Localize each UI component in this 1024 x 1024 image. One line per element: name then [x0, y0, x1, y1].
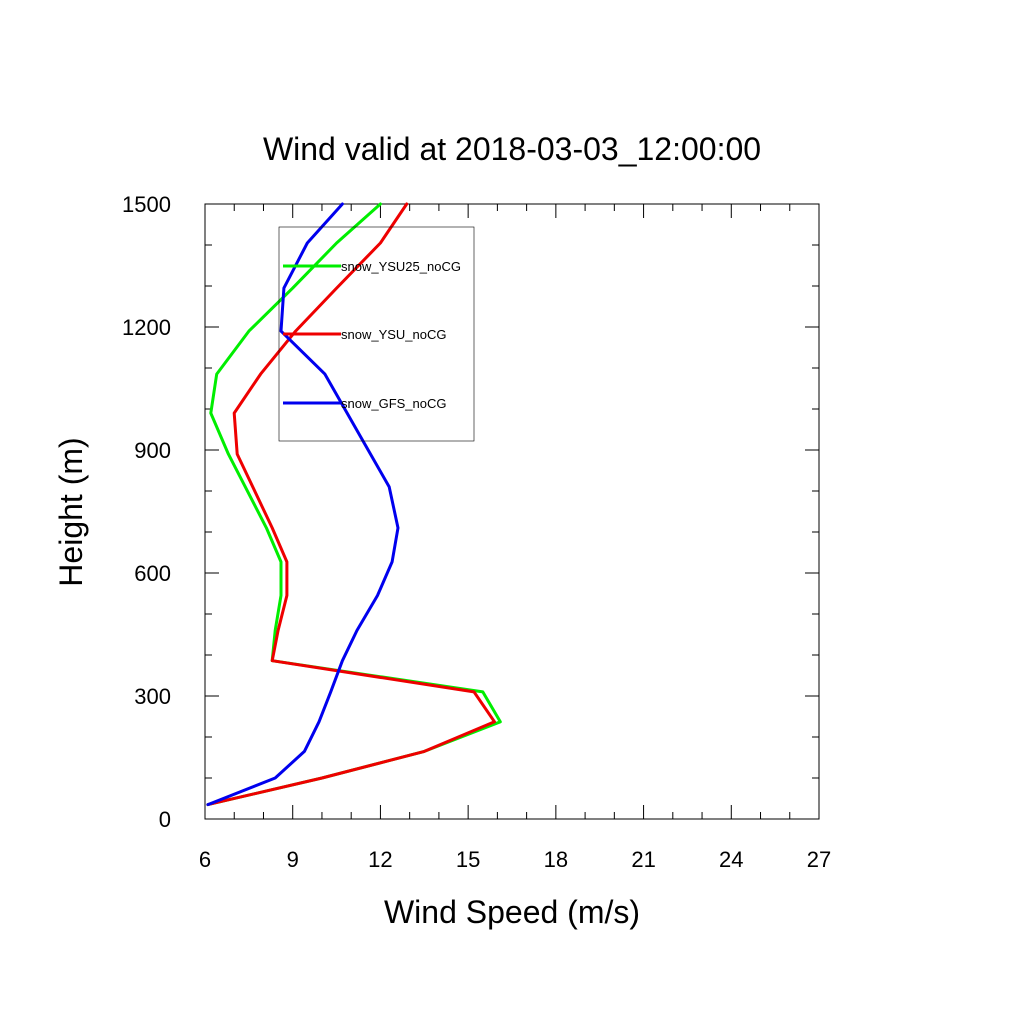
y-tick-label: 900	[134, 438, 171, 463]
x-tick-label: 9	[287, 847, 299, 872]
y-axis-label: Height (m)	[53, 437, 89, 586]
series-lines	[206, 202, 502, 807]
legend-label: snow_GFS_noCG	[341, 396, 447, 411]
series-line-snow_YSU25_noCG	[206, 202, 502, 807]
x-axis-label: Wind Speed (m/s)	[384, 894, 640, 930]
x-tick-label: 12	[368, 847, 392, 872]
series-line-snow_YSU_noCG	[206, 202, 496, 807]
plot-border	[204, 203, 820, 820]
plot-area	[204, 203, 820, 820]
x-tick-label: 6	[199, 847, 211, 872]
legend-box	[278, 226, 475, 442]
x-tick-label: 21	[631, 847, 655, 872]
axis-ticks	[204, 203, 820, 820]
x-tick-label: 24	[719, 847, 743, 872]
y-tick-label: 0	[159, 807, 171, 832]
y-tick-labels: 0 300 600 900 1200 1500	[122, 192, 171, 832]
legend-label: snow_YSU25_noCG	[341, 259, 461, 274]
legend-label: snow_YSU_noCG	[341, 327, 447, 342]
y-tick-label: 300	[134, 684, 171, 709]
y-tick-label: 1500	[122, 192, 171, 217]
series-line-snow_GFS_noCG	[206, 202, 400, 807]
y-tick-label: 1200	[122, 315, 171, 340]
chart-title: Wind valid at 2018-03-03_12:00:00	[263, 131, 761, 167]
y-tick-label: 600	[134, 561, 171, 586]
x-tick-label: 15	[456, 847, 480, 872]
x-tick-label: 27	[807, 847, 831, 872]
legend: snow_YSU25_noCG snow_YSU_noCG snow_GFS_noC…	[278, 226, 475, 442]
x-tick-label: 18	[544, 847, 568, 872]
x-tick-labels: 6 9 12 15 18 21 24 27	[199, 847, 831, 872]
